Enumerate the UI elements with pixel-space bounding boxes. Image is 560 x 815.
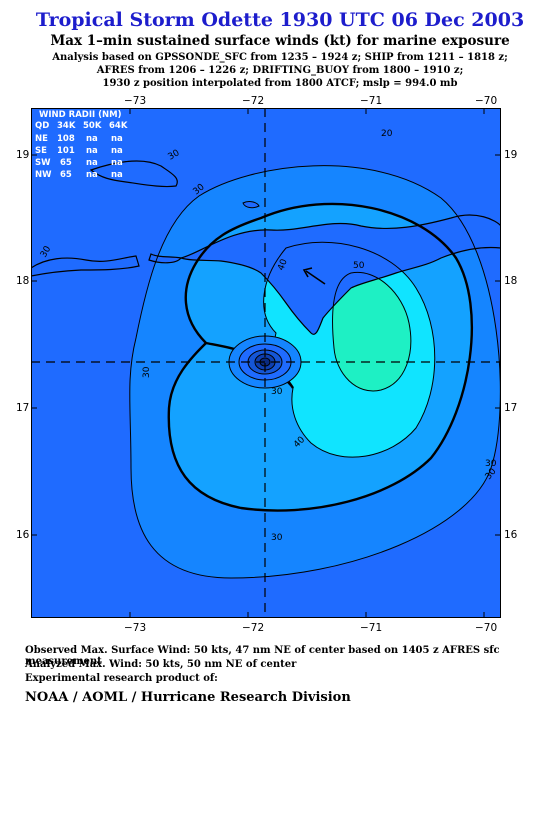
analysis-sources-line-2: AFRES from 1206 – 1226 z; DRIFTING_BUOY … <box>96 65 464 76</box>
wind-radii-row-nw-50k: na <box>86 170 98 180</box>
wind-radii-row-nw-64k: na <box>111 170 123 180</box>
wind-radii-col-34k: 34K <box>57 121 76 131</box>
contour-label-30-e: 30 <box>485 459 497 469</box>
lat-tick-right-18: 18 <box>504 275 518 287</box>
wind-radii-row-nw-qd: NW <box>35 170 52 180</box>
lat-tick-left-19: 19 <box>16 149 30 161</box>
contour-label-30-sw: 30 <box>142 366 152 378</box>
wind-band-50-plus <box>332 272 411 391</box>
wind-radii-row-se-34k: 101 <box>57 146 75 156</box>
lon-tick-top-70: −70 <box>475 95 498 107</box>
lat-tick-right-17: 17 <box>504 402 518 414</box>
land-masses <box>31 160 501 335</box>
wind-radii-row-sw-50k: na <box>86 158 98 168</box>
wind-radii-col-50k: 50K <box>83 121 102 131</box>
lon-tick-bottom-70: −70 <box>475 622 498 634</box>
map-subtitle: Max 1–min sustained surface winds (kt) f… <box>50 33 510 49</box>
lon-tick-top-73: −73 <box>124 95 147 107</box>
lat-tick-right-16: 16 <box>504 529 518 541</box>
contour-label-50: 50 <box>353 261 365 271</box>
wind-radii-col-64k: 64K <box>109 121 128 131</box>
land-cuba <box>89 160 178 188</box>
wind-radii-row-ne-34k: 108 <box>57 134 75 144</box>
wind-radii-row-se-50k: na <box>86 146 98 156</box>
wind-radii-row-ne-qd: NE <box>35 134 48 144</box>
contour-20 <box>129 165 501 579</box>
lon-tick-top-71: −71 <box>360 95 383 107</box>
wind-radii-header: WIND RADII (NM) <box>39 110 122 120</box>
wind-radii-row-se-qd: SE <box>35 146 47 156</box>
contour-label-40-n: 40 <box>276 258 289 272</box>
lon-tick-bottom-71: −71 <box>360 622 383 634</box>
land-jamaica-coast <box>31 255 140 277</box>
wind-radii-table: WIND RADII (NM) QD 34K 50K 64K NE 108 na… <box>35 110 128 180</box>
observed-max-wind: Observed Max. Surface Wind: 50 kts, 47 n… <box>25 645 500 667</box>
contour-40 <box>263 241 436 458</box>
lat-tick-left-16: 16 <box>16 529 30 541</box>
position-mslp-line: 1930 z position interpolated from 1800 A… <box>102 78 458 89</box>
lat-tick-right-19: 19 <box>504 149 518 161</box>
map-title: Tropical Storm Odette 1930 UTC 06 Dec 20… <box>35 9 525 31</box>
experimental-product-note: Experimental research product of: <box>25 673 218 684</box>
lon-tick-bottom-73: −73 <box>124 622 147 634</box>
analysis-sources-line-1: Analysis based on GPSSONDE_SFC from 1235… <box>52 52 508 63</box>
land-tiburon-peninsula <box>148 253 183 264</box>
contour-label-30-s: 30 <box>271 533 283 543</box>
contour-34-gale <box>167 202 473 512</box>
wind-radii-row-sw-34k: 65 <box>60 158 72 168</box>
storm-motion-arrow <box>302 267 326 285</box>
analyzed-max-wind: Analyzed Max. Wind: 50 kts, 50 nm NE of … <box>25 659 297 670</box>
wind-radii-row-ne-64k: na <box>111 134 123 144</box>
lon-tick-bottom-72: −72 <box>242 622 265 634</box>
contour-label-30-center: 30 <box>271 387 283 397</box>
wind-radii-row-sw-64k: na <box>111 158 123 168</box>
lat-tick-left-18: 18 <box>16 275 30 287</box>
storm-center-rings <box>228 335 302 389</box>
lat-tick-left-17: 17 <box>16 402 30 414</box>
wind-radii-col-qd: QD <box>35 121 49 131</box>
contour-label-20: 20 <box>381 129 393 139</box>
wind-field-map: 20 30 30 30 30 30 30 30 30 40 40 50 WIND… <box>31 108 501 618</box>
lon-tick-top-72: −72 <box>242 95 265 107</box>
wind-radii-row-ne-50k: na <box>86 134 98 144</box>
map-frame <box>31 108 501 618</box>
land-small-island <box>242 201 260 209</box>
wind-radii-row-se-64k: na <box>111 146 123 156</box>
contour-50 <box>332 271 412 392</box>
organization-credit: NOAA / AOML / Hurricane Research Divisio… <box>25 690 351 705</box>
wind-radii-row-nw-34k: 65 <box>60 170 72 180</box>
wind-radii-row-sw-qd: SW <box>35 158 51 168</box>
